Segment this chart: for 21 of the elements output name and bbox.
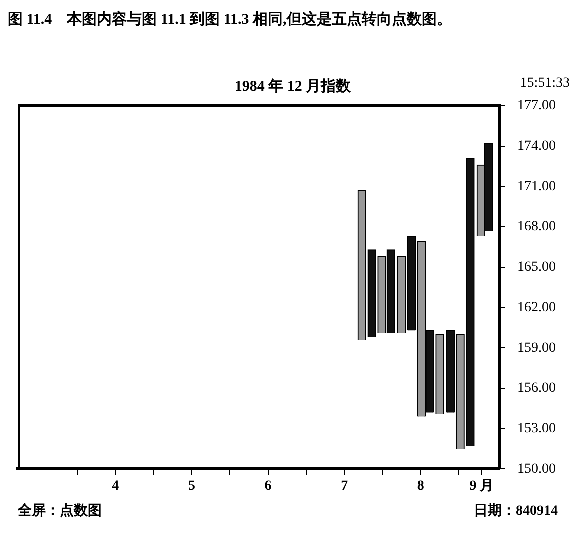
y-tick-label: 162.00 bbox=[518, 300, 556, 316]
text: 日期：840914 bbox=[474, 502, 558, 520]
y-tick-label: 165.00 bbox=[518, 260, 556, 276]
y-tick-label: 177.00 bbox=[518, 98, 556, 114]
y-tick-label: 150.00 bbox=[518, 462, 556, 477]
y-tick-label: 174.00 bbox=[518, 139, 556, 154]
x-tick-label: 8 bbox=[417, 479, 424, 494]
x-tick-label: 9 月 bbox=[470, 479, 494, 494]
chart-title: 1984 年 12 月指数 bbox=[234, 78, 352, 95]
caption: 图 11.4 本图内容与图 11.1 到图 11.3 相同,但这是五点转向点数图。 bbox=[8, 10, 453, 30]
x-tick-label: 7 bbox=[341, 479, 348, 494]
x-tick-label: 6 bbox=[264, 479, 272, 494]
y-tick-label: 156.00 bbox=[518, 381, 556, 396]
text: 15:51:33 bbox=[520, 76, 570, 92]
y-tick-label: 171.00 bbox=[518, 179, 556, 194]
y-tick-label: 159.00 bbox=[518, 340, 556, 356]
x-tick-label: 4 bbox=[112, 479, 120, 494]
x-tick-label: 5 bbox=[188, 479, 196, 494]
y-tick-label: 168.00 bbox=[518, 220, 556, 235]
y-tick-label: 153.00 bbox=[518, 422, 556, 437]
text: 全屏：点数图 bbox=[18, 502, 102, 520]
